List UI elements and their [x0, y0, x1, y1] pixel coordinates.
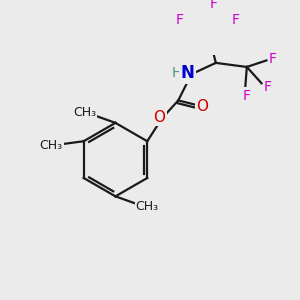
Text: H: H [172, 67, 182, 80]
Text: O: O [154, 110, 166, 125]
Text: F: F [209, 0, 217, 11]
Text: O: O [196, 100, 208, 115]
Text: CH₃: CH₃ [136, 200, 159, 213]
Text: CH₃: CH₃ [39, 139, 62, 152]
Text: F: F [264, 80, 272, 94]
Text: CH₃: CH₃ [73, 106, 96, 119]
Text: F: F [243, 88, 251, 103]
Text: F: F [176, 14, 184, 27]
Text: F: F [269, 52, 277, 66]
Text: F: F [231, 14, 239, 27]
Text: N: N [180, 64, 194, 82]
